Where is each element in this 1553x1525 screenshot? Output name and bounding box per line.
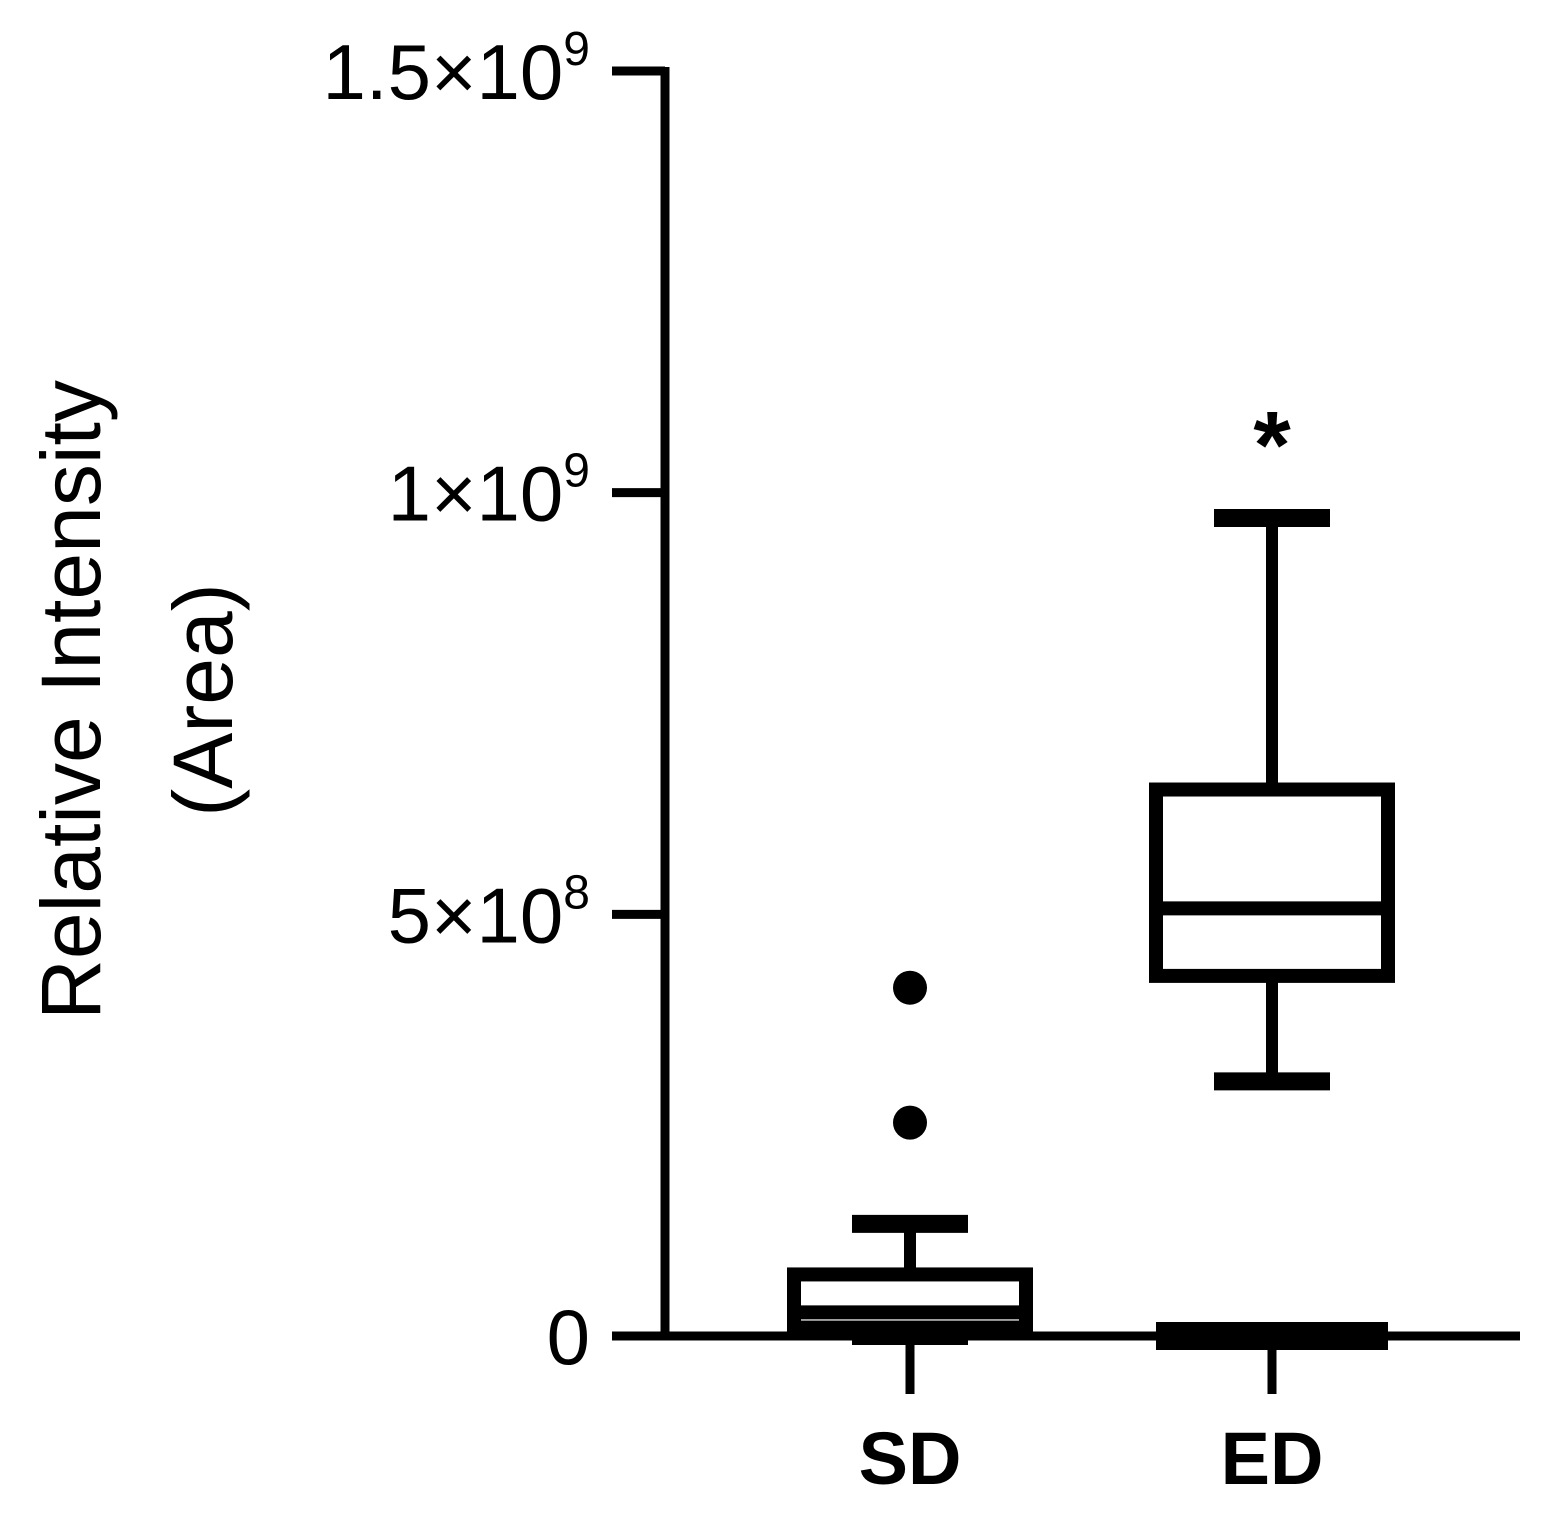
outlier-point xyxy=(893,970,927,1005)
x-axis-ticks: SD ED xyxy=(859,1336,1324,1500)
y-tick-mantissa: 1×10 xyxy=(388,450,564,538)
box-ed xyxy=(1149,508,1395,1091)
x-tick-label-ed: ED xyxy=(1221,1417,1324,1500)
significance-asterisk: * xyxy=(1253,392,1291,499)
boxes xyxy=(787,508,1395,1350)
axes xyxy=(660,67,1520,1341)
iqr-box xyxy=(1149,782,1395,983)
iqr-box xyxy=(787,1267,1033,1335)
y-tick-exponent: 9 xyxy=(563,23,590,76)
y-tick-exponent: 8 xyxy=(563,866,590,919)
outlier-point xyxy=(893,1105,927,1140)
box-sd xyxy=(787,970,1033,1345)
y-axis-title: Relative Intensity (Area) xyxy=(24,380,250,1020)
y-axis-title-line: (Area) xyxy=(156,583,250,816)
annotations: * xyxy=(1253,392,1291,499)
y-tick-mantissa: 0 xyxy=(547,1293,590,1381)
y-axis-title-line: Relative Intensity xyxy=(24,380,118,1020)
y-tick-label: 1.5×109 xyxy=(323,23,590,116)
y-tick-mantissa: 1.5×10 xyxy=(323,28,564,116)
y-tick-label: 5×108 xyxy=(388,866,590,959)
y-tick-mantissa: 5×10 xyxy=(388,871,564,959)
y-tick-label: 1×109 xyxy=(388,445,590,538)
x-tick-label-sd: SD xyxy=(859,1417,962,1500)
y-tick-label: 0 xyxy=(547,1293,590,1381)
y-tick-exponent: 9 xyxy=(563,445,590,498)
